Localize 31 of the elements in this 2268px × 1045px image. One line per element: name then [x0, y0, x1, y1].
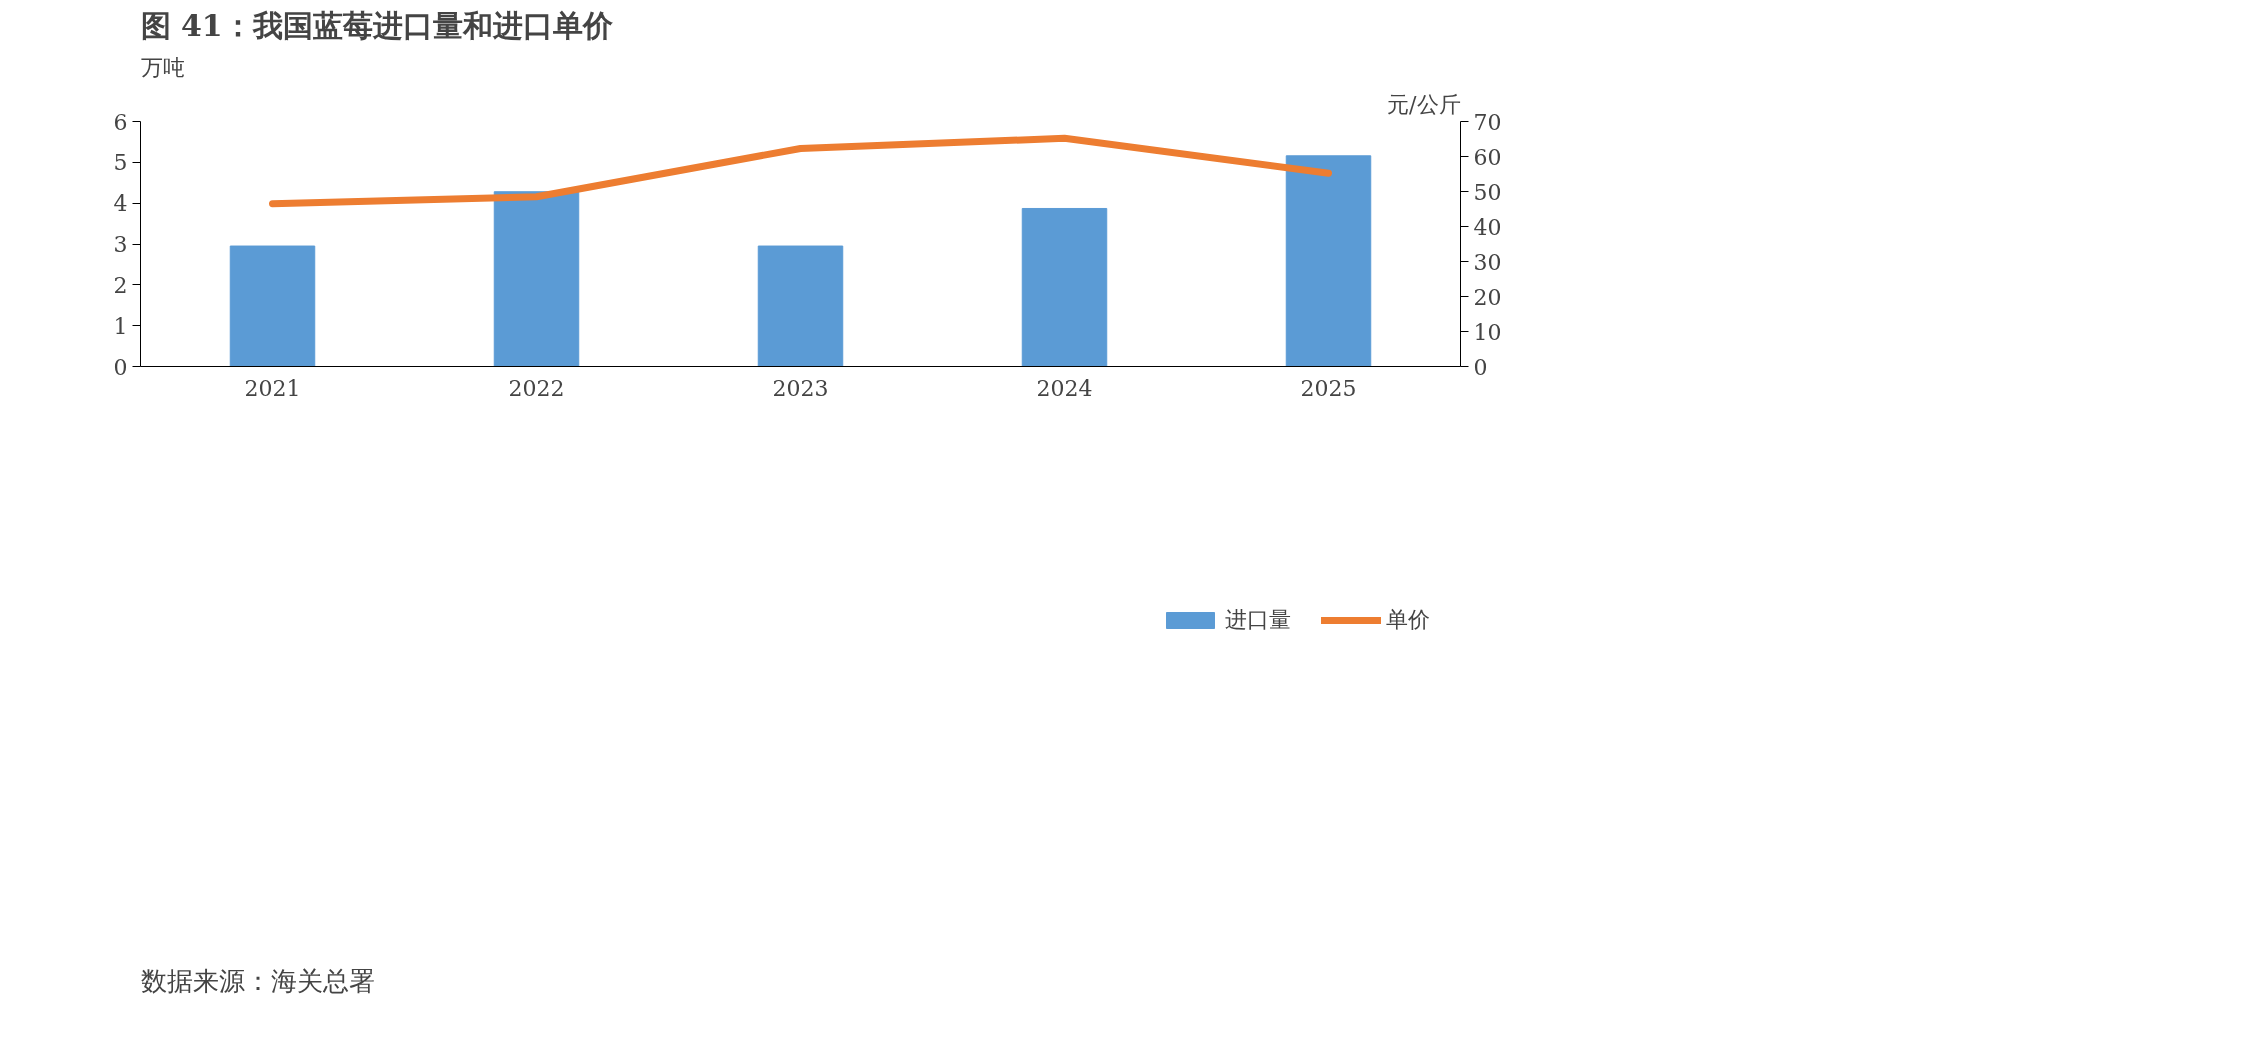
legend-label: 单价	[1386, 605, 1430, 634]
y2-tick-label: 40	[1473, 214, 1502, 240]
chart-title: 图 41：我国蓝莓进口量和进口单价	[140, 7, 614, 43]
x-tick-label: 2025	[1300, 375, 1357, 401]
bar	[229, 245, 316, 367]
y2-tick-label: 60	[1473, 144, 1502, 170]
y2-axis-title: 元/公斤	[1387, 91, 1461, 117]
bar	[493, 191, 580, 367]
y2-tick-label: 10	[1473, 319, 1502, 345]
source-note: 数据来源：海关总署	[140, 965, 375, 996]
y-tick-label: 3	[113, 232, 128, 257]
y-tick-label: 2	[113, 272, 128, 298]
bar	[1021, 207, 1108, 367]
x-tick-label: 2024	[1036, 375, 1093, 401]
x-tick-label: 2022	[508, 375, 565, 401]
bar	[1285, 155, 1372, 367]
x-tick-label: 2023	[772, 375, 829, 401]
legend-label: 进口量	[1225, 605, 1291, 634]
x-tick-label: 2021	[244, 375, 301, 401]
y-tick-label: 1	[113, 313, 128, 339]
y2-tick-label: 30	[1473, 249, 1502, 275]
y-tick-label: 4	[113, 191, 128, 217]
y2-tick-label: 0	[1473, 354, 1488, 380]
y-tick-label: 6	[113, 109, 128, 135]
y2-tick-label: 20	[1473, 284, 1502, 310]
y-axis-title: 万吨	[140, 54, 185, 80]
y-tick-label: 0	[113, 354, 128, 380]
y-tick-label: 5	[113, 150, 128, 176]
bar	[757, 245, 844, 367]
y2-tick-label: 70	[1473, 109, 1502, 135]
y2-tick-label: 50	[1473, 179, 1502, 205]
